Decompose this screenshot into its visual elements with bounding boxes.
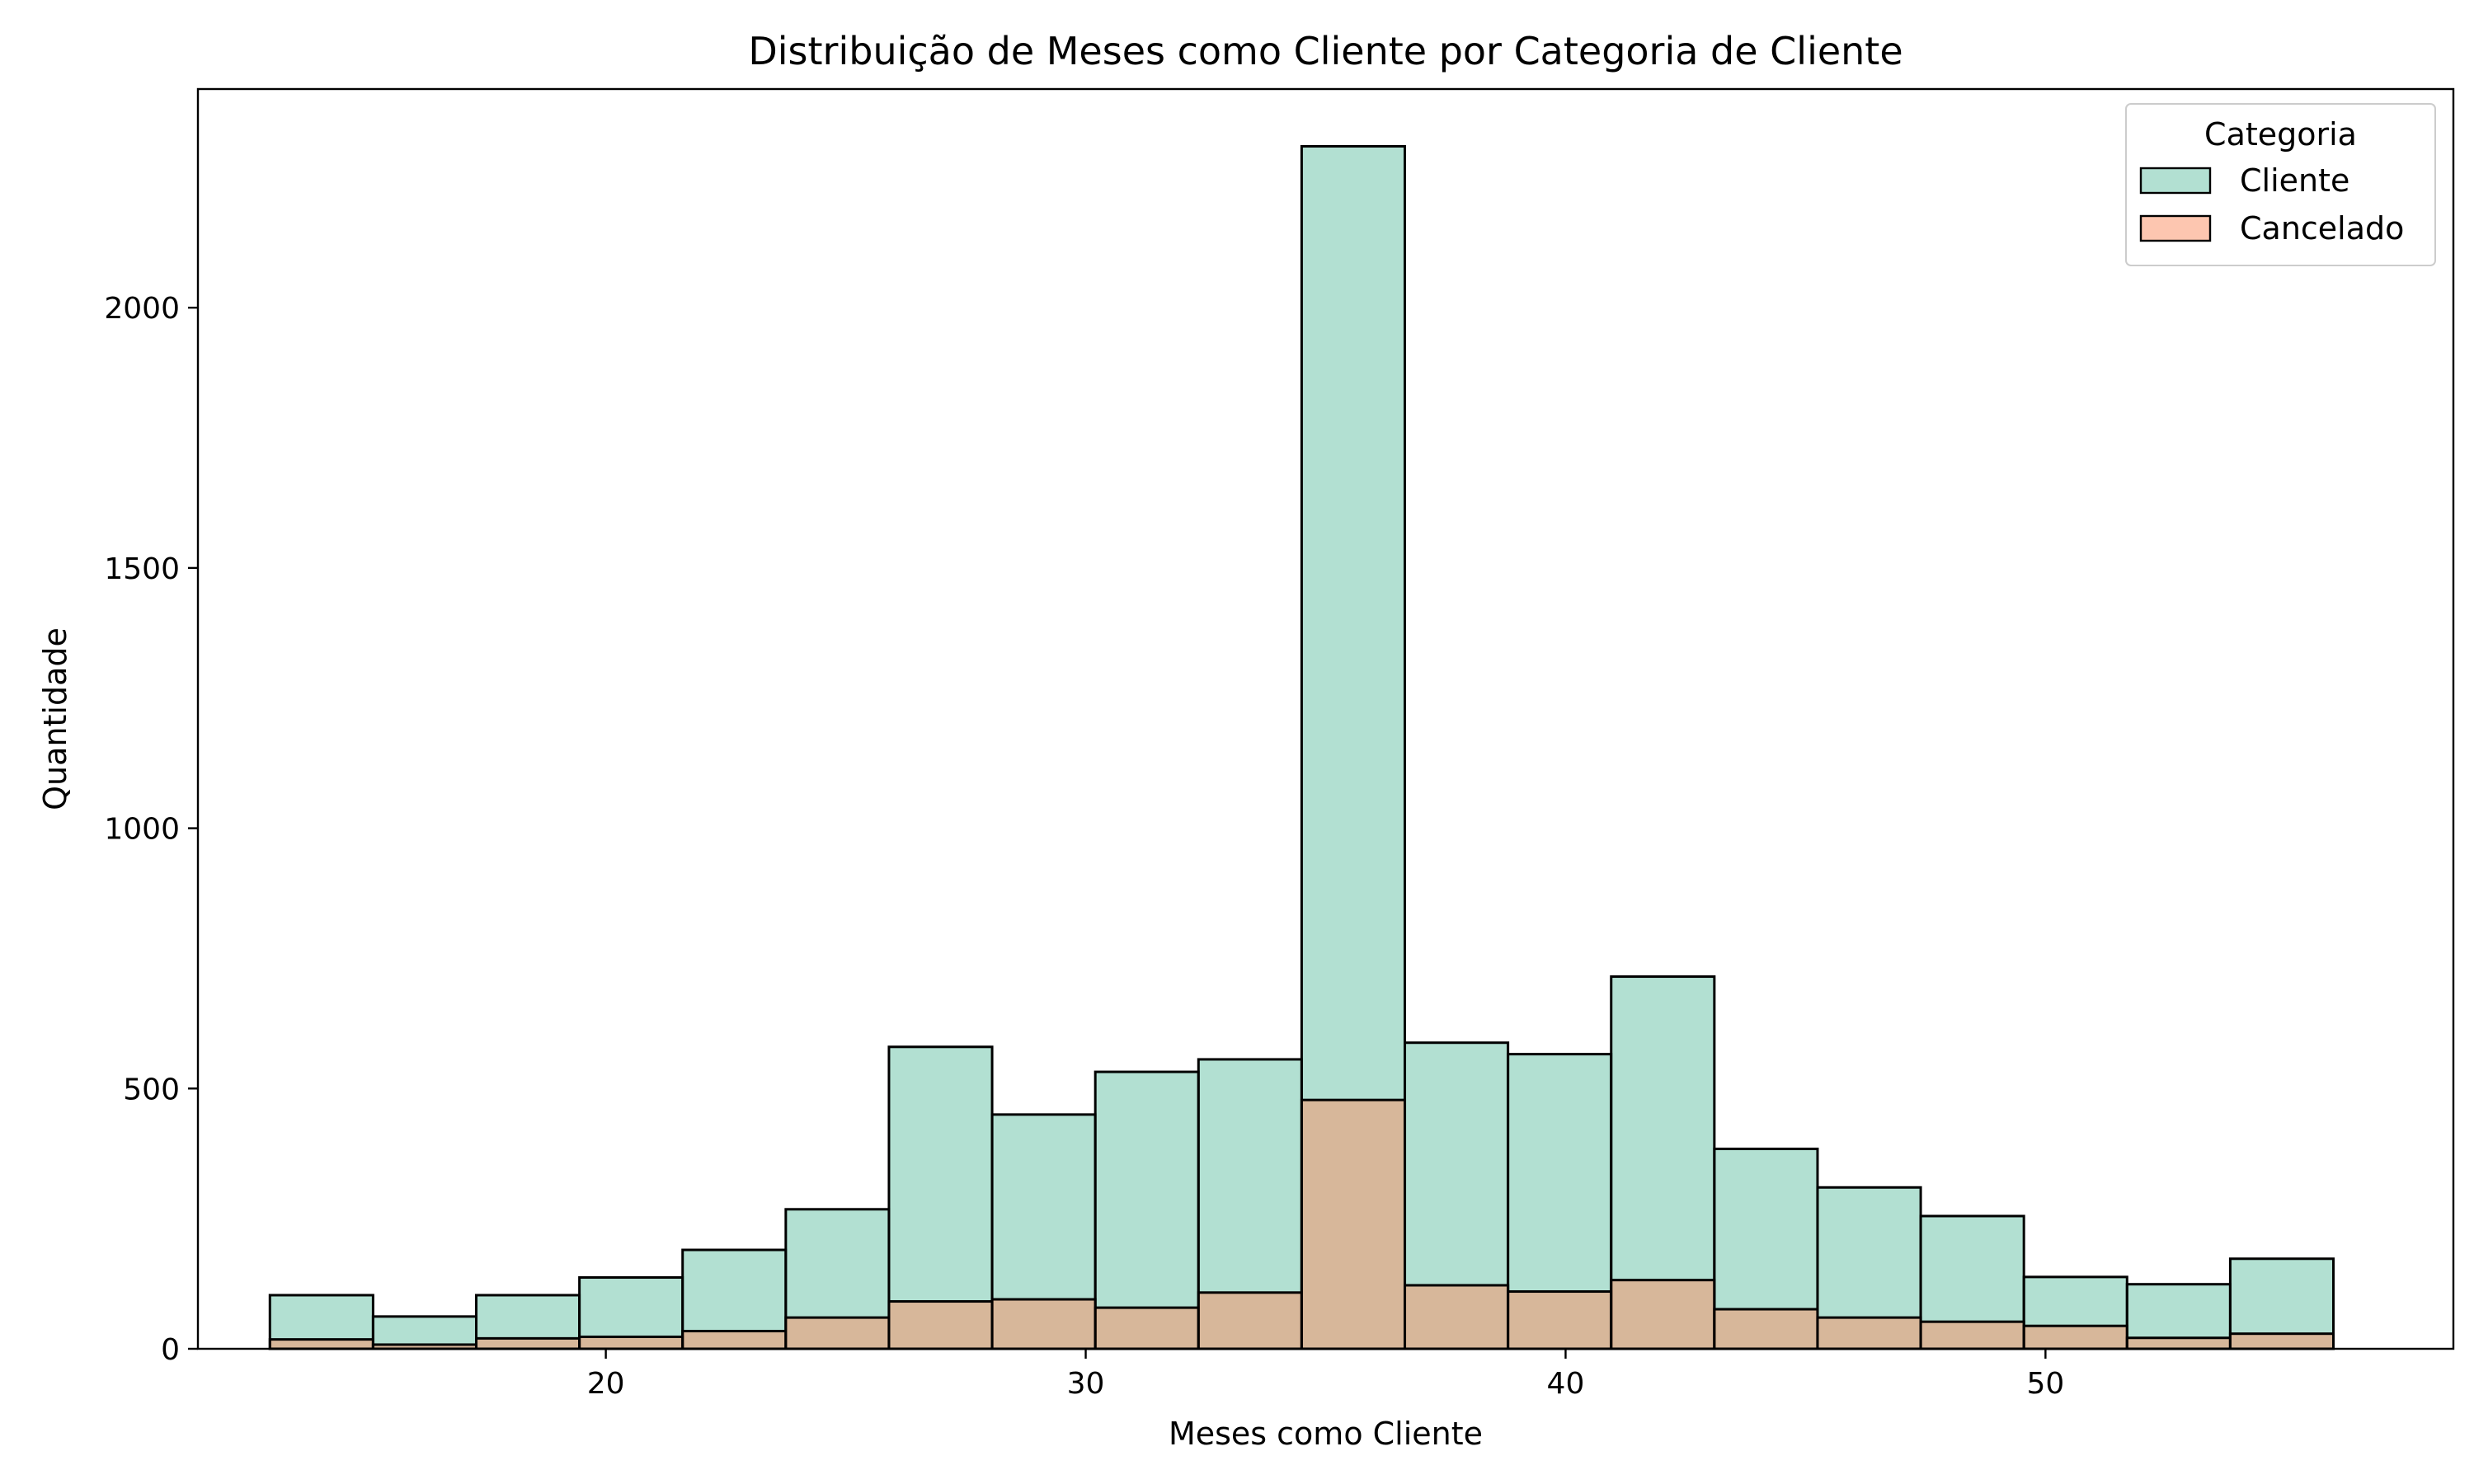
plot-frame bbox=[196, 87, 2455, 1350]
y-tick-label-2000: 2000 bbox=[104, 292, 180, 326]
y-tick-label-1500: 1500 bbox=[104, 552, 180, 586]
y-axis: 0 500 1000 1500 2000 bbox=[104, 292, 198, 1367]
bar-cancelado-20 bbox=[2228, 1332, 2335, 1350]
bar-cancelado-14 bbox=[1610, 1279, 1716, 1350]
bar-cancelado-10 bbox=[1197, 1291, 1303, 1350]
legend-entries: Cliente Cancelado bbox=[2139, 162, 2404, 247]
bar-cancelado-1 bbox=[268, 1338, 374, 1350]
bar-cancelado-11 bbox=[1300, 1098, 1407, 1350]
bar-cancelado-8 bbox=[990, 1298, 1097, 1350]
bar-cancelado-13 bbox=[1507, 1290, 1613, 1350]
bar-cancelado-15 bbox=[1713, 1308, 1819, 1350]
bar-cancelado-17 bbox=[1919, 1320, 2025, 1350]
bar-cancelado-12 bbox=[1404, 1284, 1510, 1350]
x-tick-label-50: 50 bbox=[2026, 1367, 2064, 1401]
x-axis: 20 30 40 50 bbox=[587, 1349, 2064, 1401]
bar-cancelado-7 bbox=[887, 1300, 994, 1350]
x-tick-label-30: 30 bbox=[1067, 1367, 1105, 1401]
x-axis-label: Meses como Cliente bbox=[1169, 1416, 1483, 1452]
legend-label-cancelado: Cancelado bbox=[2240, 210, 2404, 247]
legend-swatch-cliente bbox=[2139, 167, 2212, 195]
bar-cancelado-3 bbox=[475, 1336, 581, 1350]
x-tick-label-20: 20 bbox=[587, 1367, 625, 1401]
y-tick-label-500: 500 bbox=[123, 1073, 180, 1106]
bar-cancelado-5 bbox=[681, 1330, 788, 1350]
bar-cancelado-16 bbox=[1816, 1316, 1922, 1350]
bars-layer bbox=[268, 144, 2335, 1350]
bar-cancelado-4 bbox=[578, 1335, 684, 1350]
legend-label-cliente: Cliente bbox=[2240, 162, 2349, 199]
legend: Categoria Cliente Cancelado bbox=[2125, 103, 2436, 266]
bar-cancelado-19 bbox=[2125, 1336, 2232, 1350]
y-tick-label-0: 0 bbox=[161, 1333, 180, 1367]
x-tick-label-40: 40 bbox=[1547, 1367, 1585, 1401]
y-axis-label: Quantidade bbox=[37, 627, 73, 810]
legend-swatch-cancelado bbox=[2139, 214, 2212, 242]
legend-title: Categoria bbox=[2204, 116, 2357, 153]
y-tick-label-1000: 1000 bbox=[104, 813, 180, 847]
bar-cancelado-9 bbox=[1094, 1306, 1200, 1350]
chart-title: Distribuição de Meses como Cliente por C… bbox=[748, 29, 1903, 73]
bar-cancelado-18 bbox=[2022, 1324, 2128, 1350]
bar-cancelado-6 bbox=[784, 1316, 891, 1350]
